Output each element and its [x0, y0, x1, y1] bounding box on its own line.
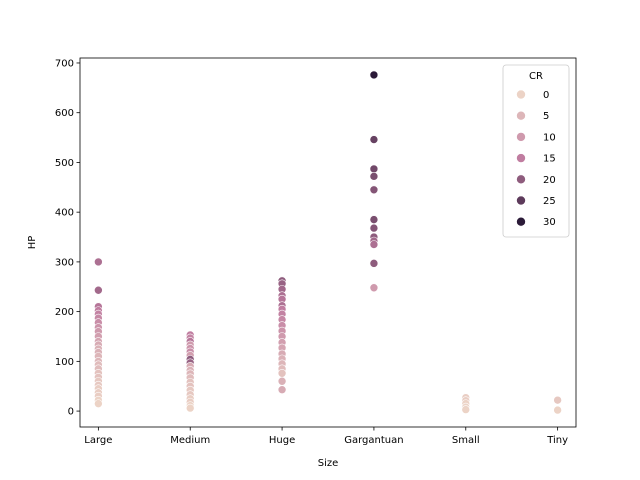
- data-point: [553, 405, 562, 415]
- data-point: [277, 385, 287, 395]
- data-point: [369, 172, 379, 181]
- legend-marker: [516, 153, 526, 163]
- legend-label: 0: [543, 90, 549, 101]
- legend-title: CR: [529, 71, 543, 82]
- data-point: [94, 399, 103, 408]
- legend-marker: [516, 174, 526, 185]
- y-tick-label: 200: [55, 307, 74, 318]
- data-point: [461, 405, 471, 414]
- legend: CR 0 5 10 15 20 25 30: [502, 64, 570, 238]
- data-point: [369, 223, 379, 233]
- y-axis-label: HP: [27, 236, 38, 250]
- legend-label: 25: [543, 196, 556, 207]
- legend-label: 20: [543, 175, 556, 186]
- x-tick-label: Tiny: [546, 435, 568, 446]
- plot-area: [80, 58, 576, 427]
- data-point: [369, 135, 379, 144]
- legend-items: 0 5 10 15 20 25 30: [516, 89, 556, 228]
- data-point: [277, 368, 287, 378]
- x-tick-label: Huge: [269, 435, 295, 446]
- legend-label: 15: [543, 154, 556, 165]
- x-tick-label: Large: [84, 435, 112, 446]
- legend-box: [502, 64, 570, 238]
- legend-label: 30: [543, 217, 556, 228]
- data-point: [185, 403, 195, 413]
- data-point: [553, 395, 562, 405]
- data-point: [277, 376, 287, 386]
- data-point: [369, 70, 379, 80]
- x-tick-label: Small: [452, 435, 480, 446]
- y-tick-label: 700: [55, 58, 74, 69]
- data-point: [369, 215, 379, 224]
- legend-marker: [516, 132, 526, 142]
- legend-marker: [516, 89, 526, 100]
- legend-marker: [516, 216, 526, 227]
- axes-frame: [79, 57, 577, 428]
- axes-layer: Large Medium Huge Gargantuan Small Tiny010020…: [55, 57, 577, 446]
- y-tick-label: 300: [55, 257, 74, 268]
- plot-background: [80, 58, 576, 427]
- data-point: [369, 259, 379, 268]
- y-tick-label: 400: [55, 208, 74, 219]
- x-tick-label: Medium: [170, 435, 210, 446]
- x-tick-label: Gargantuan: [344, 435, 403, 446]
- legend-marker: [516, 195, 526, 206]
- data-point: [94, 285, 103, 295]
- data-point: [94, 257, 103, 267]
- legend-label: 5: [543, 111, 549, 122]
- y-tick-label: 0: [68, 407, 74, 418]
- data-point: [369, 185, 379, 195]
- data-point: [369, 283, 379, 293]
- legend-label: 10: [543, 132, 556, 143]
- y-tick-label: 600: [55, 108, 74, 119]
- y-tick-label: 500: [55, 158, 74, 169]
- points-layer: [94, 70, 562, 415]
- x-axis-label: Size: [318, 458, 339, 469]
- legend-marker: [516, 110, 526, 121]
- y-tick-label: 100: [55, 357, 74, 368]
- data-point: [369, 240, 379, 249]
- data-point: [369, 164, 379, 174]
